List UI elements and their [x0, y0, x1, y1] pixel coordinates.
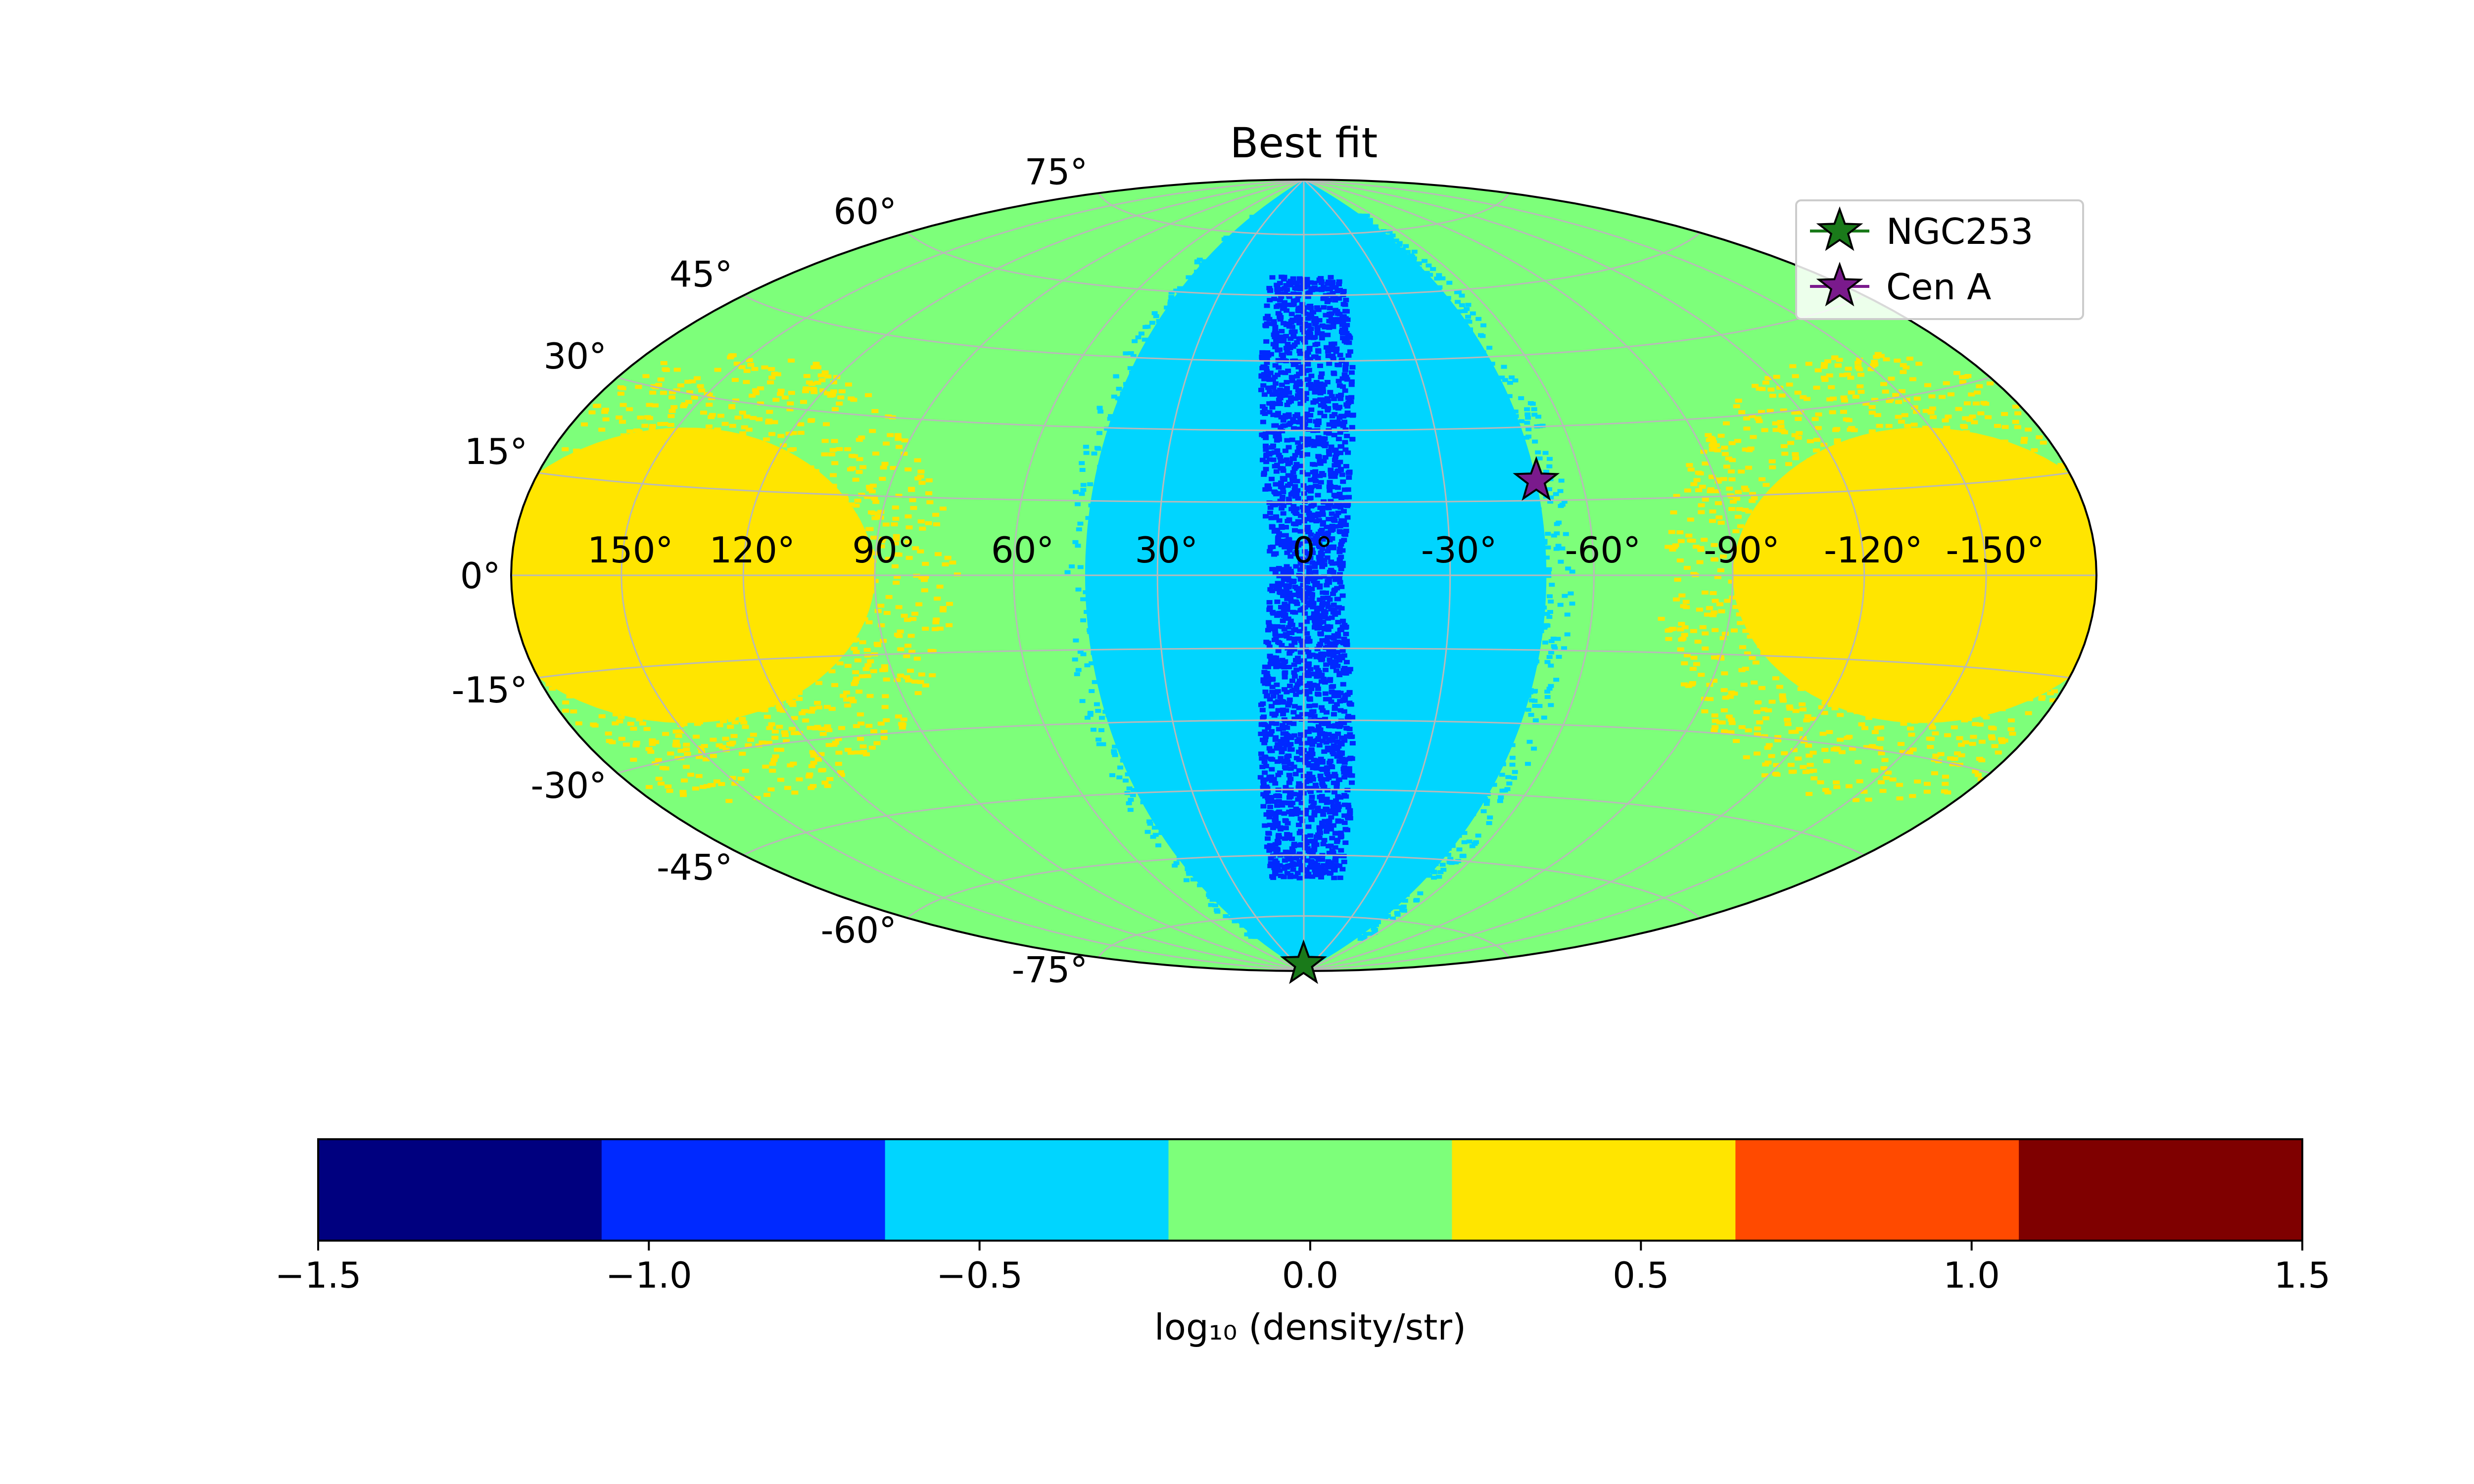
lon-tick-label: -120° [1824, 529, 1922, 571]
low-density-edge-speckle [1064, 213, 1575, 941]
colorbar-label: log₁₀ (density/str) [1154, 1306, 1466, 1348]
sky-map: 150° 120° 90° 60° 30° 0° -30° -60° -90° -120° -150… [452, 151, 2098, 991]
lon-tick-label: 120° [709, 529, 795, 571]
colorbar-tick-label: 1.0 [1943, 1254, 2000, 1296]
graticule [511, 180, 2096, 971]
colorbar-tick-label: 1.5 [2274, 1254, 2331, 1296]
lon-tick-label: -60° [1565, 529, 1641, 571]
map-outline [510, 178, 2098, 973]
latitude-tick-labels: 75° 60° 45° 30° 15° 0° -15° -30° -45° -60° -75° [452, 151, 1088, 990]
lowest-density-speckle [1257, 275, 1356, 881]
colorbar-bin [601, 1139, 886, 1241]
source-marker [1280, 939, 1328, 984]
lon-tick-label: 90° [852, 529, 915, 571]
legend-label: NGC253 [1886, 211, 2033, 252]
legend-label: Cen A [1886, 266, 1991, 308]
lon-tick-label: 150° [587, 529, 673, 571]
lat-tick-label: -60° [821, 910, 897, 951]
source-marker [1513, 456, 1560, 501]
colorbar-bin [1735, 1139, 2020, 1241]
lon-tick-label: -150° [1946, 529, 2044, 571]
lat-tick-label: -15° [452, 669, 528, 711]
lat-tick-label: 30° [544, 335, 607, 377]
colorbar-tick-label: −1.0 [606, 1254, 692, 1296]
lon-tick-label: -30° [1421, 529, 1497, 571]
colorbar-bin [1168, 1139, 1453, 1241]
lon-tick-label: -90° [1704, 529, 1780, 571]
lon-tick-label: 60° [991, 529, 1054, 571]
chart-title: Best fit [1230, 119, 1378, 167]
colorbar-ticks: −1.5 −1.0 −0.5 0.0 0.5 1.0 1.5 [275, 1241, 2331, 1296]
source-markers [1280, 456, 1560, 984]
colorbar-bin [1452, 1139, 1736, 1241]
legend-star-marker [1816, 262, 1863, 307]
lat-tick-label: 0° [460, 555, 501, 597]
lon-tick-label: 0° [1292, 529, 1333, 571]
lat-tick-label: 15° [465, 431, 528, 472]
colorbar-tick-label: 0.5 [1613, 1254, 1669, 1296]
lat-tick-label: 75° [1025, 151, 1088, 192]
colorbar-tick-label: 0.0 [1282, 1254, 1339, 1296]
lon-tick-label: 30° [1135, 529, 1198, 571]
lat-tick-label: -75° [1012, 949, 1088, 991]
lat-tick-label: 45° [669, 253, 733, 295]
colorbar: −1.5 −1.0 −0.5 0.0 0.5 1.0 1.5 log₁₀ (density/… [275, 1138, 2331, 1348]
legend: NGC253 Cen A [1795, 199, 2084, 320]
lat-tick-label: -45° [657, 847, 733, 888]
colorbar-bin [885, 1139, 1169, 1241]
legend-star-marker [1816, 206, 1863, 251]
colorbar-bin [2019, 1139, 2303, 1241]
colorbar-tick-label: −0.5 [936, 1254, 1023, 1296]
colorbar-bin [318, 1139, 602, 1241]
high-density-speckle [530, 352, 2088, 803]
lat-tick-label: -30° [531, 765, 607, 806]
colorbar-tick-label: −1.5 [275, 1254, 362, 1296]
longitude-tick-labels: 150° 120° 90° 60° 30° 0° -30° -60° -90° -120° -150… [587, 529, 2045, 571]
lat-tick-label: 60° [834, 190, 897, 232]
